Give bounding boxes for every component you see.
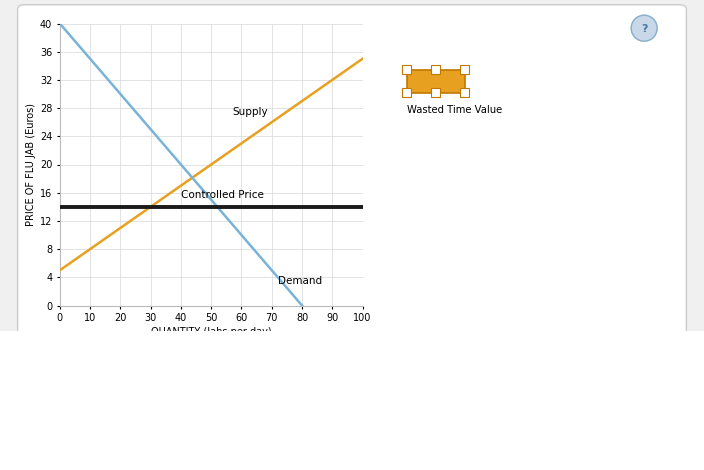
Bar [135, 351, 183, 364]
Text: per jab.: per jab. [137, 441, 186, 454]
Bar [460, 65, 469, 74]
Bar [97, 441, 135, 454]
Text: willing to pay is €: willing to pay is € [14, 441, 118, 454]
Bar [270, 415, 318, 428]
Circle shape [631, 15, 657, 41]
Bar [432, 381, 480, 394]
Text: The equilibrium price is €: The equilibrium price is € [14, 351, 165, 364]
Y-axis label: PRICE OF FLU JAB (Euros): PRICE OF FLU JAB (Euros) [25, 103, 36, 226]
Text: per day. At this quantity, the maximum price the residents of this village are: per day. At this quantity, the maximum p… [320, 415, 704, 428]
Text: jabs per day.: jabs per day. [482, 381, 561, 394]
Text: If the government imposes a maximum price of €14 per flu jab, there will be: If the government imposes a maximum pric… [14, 381, 471, 394]
Text: per flu jab, and the equilibrium quantity is: per flu jab, and the equilibrium quantit… [185, 351, 444, 364]
Text: ?: ? [641, 24, 648, 34]
Text: At the price control of €14 per jab, the quantity supplied is: At the price control of €14 per jab, the… [14, 415, 365, 428]
Bar [432, 65, 440, 74]
Text: of: of [418, 381, 436, 394]
Bar [403, 88, 410, 97]
Bar [375, 351, 423, 364]
Text: jabs per day.: jabs per day. [425, 351, 504, 364]
Bar [403, 65, 410, 74]
Text: Controlled Price: Controlled Price [181, 190, 264, 200]
Bar [406, 70, 465, 93]
Text: Wasted Time Value: Wasted Time Value [406, 105, 502, 115]
Text: Demand: Demand [278, 276, 322, 286]
Text: Supply: Supply [232, 107, 268, 117]
Bar [460, 88, 469, 97]
X-axis label: QUANTITY (Jabs per day): QUANTITY (Jabs per day) [151, 327, 272, 337]
Bar [432, 88, 440, 97]
